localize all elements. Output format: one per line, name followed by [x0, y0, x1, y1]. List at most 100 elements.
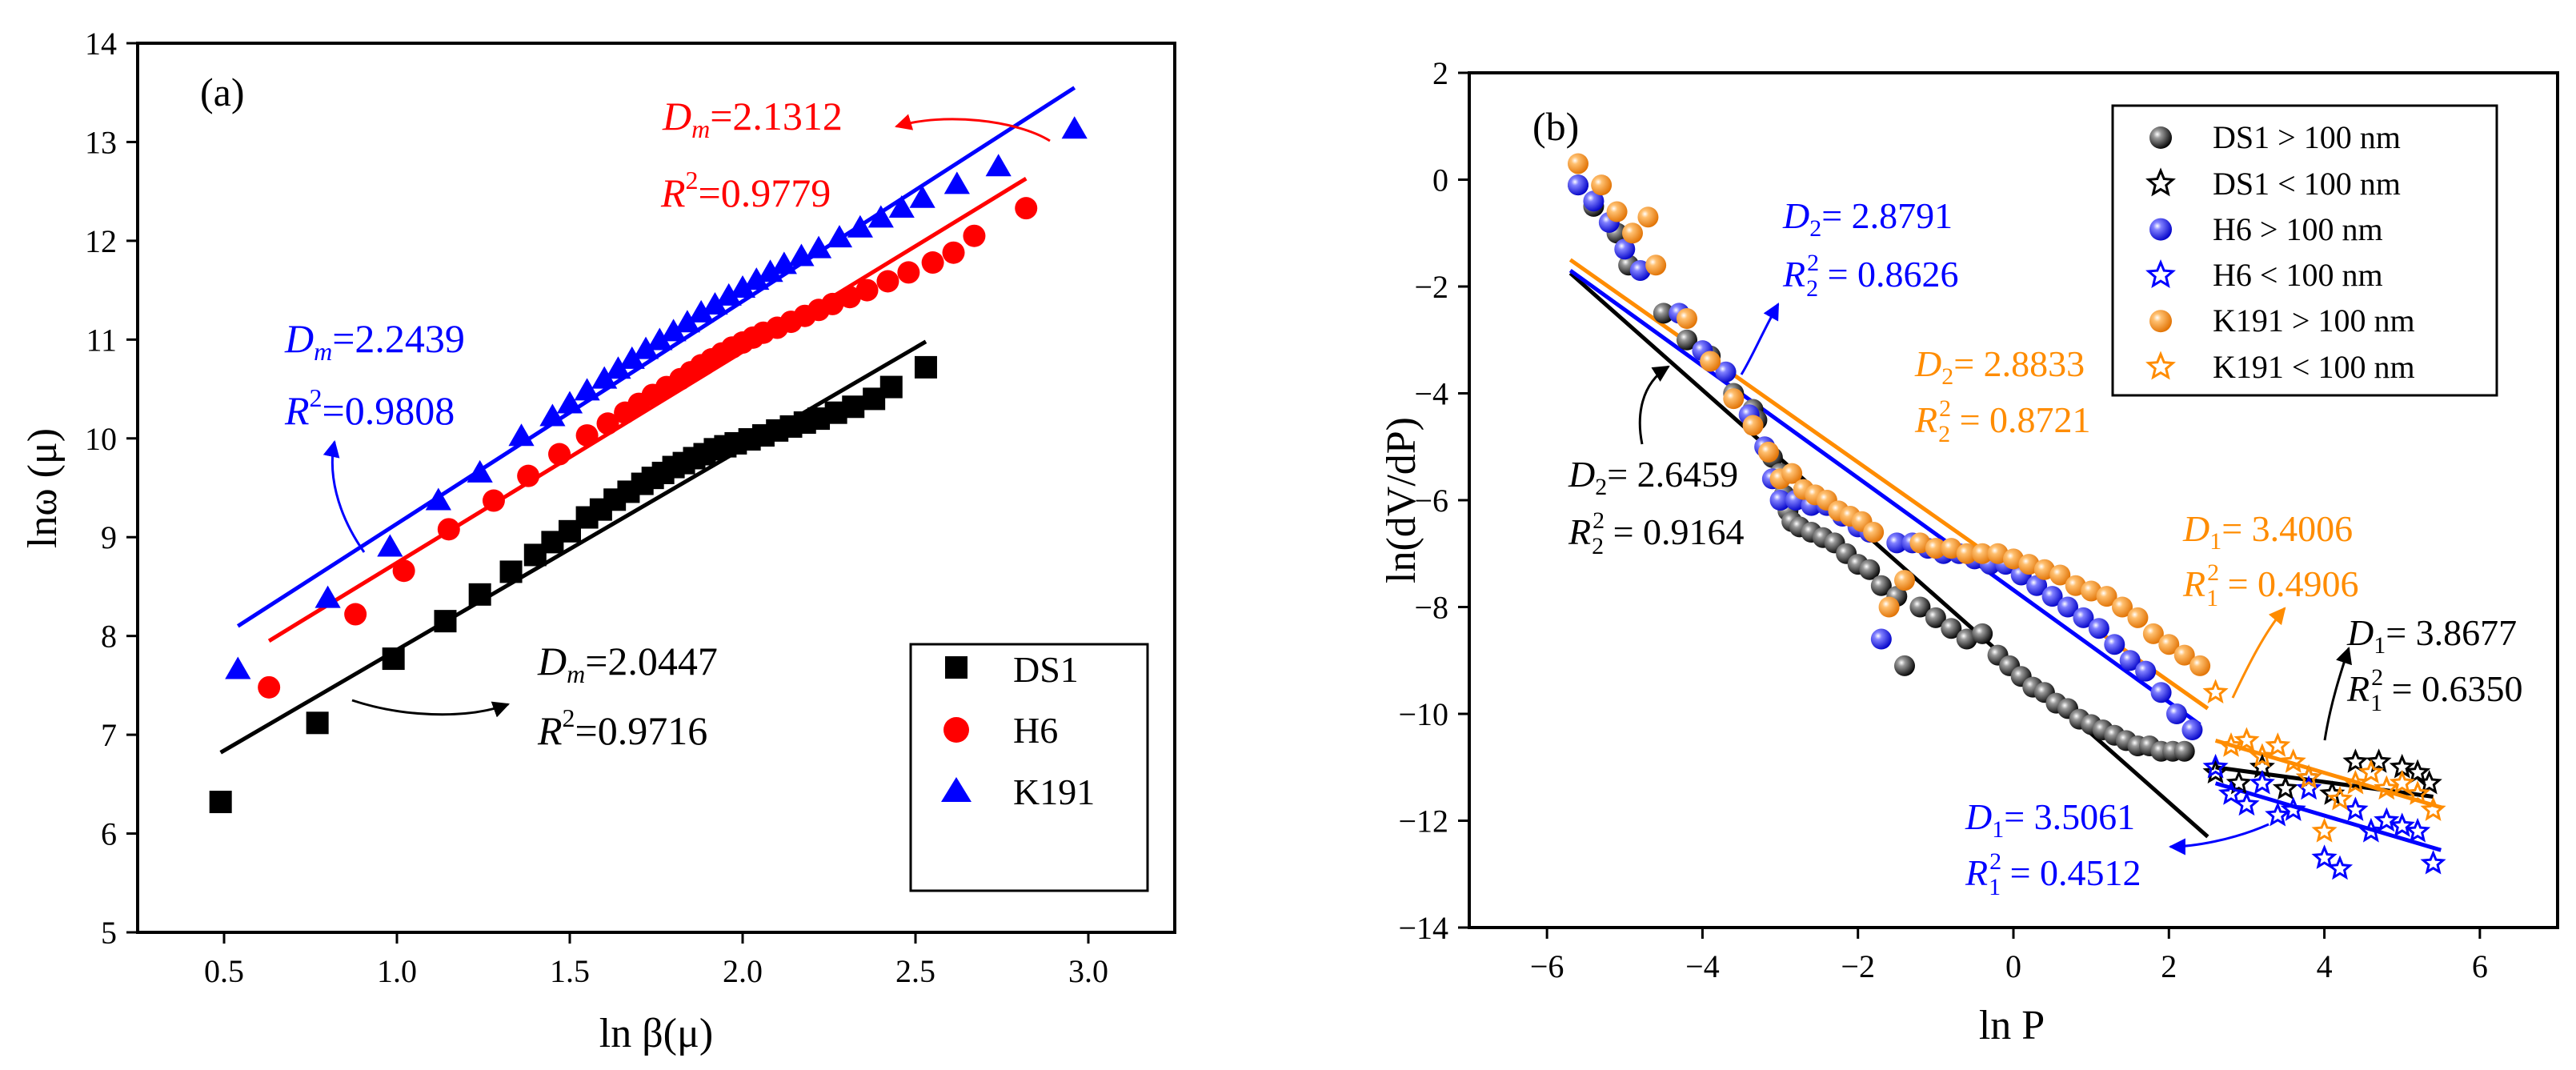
data-point-b-0-26	[1925, 607, 1946, 628]
data-point-b-4-0	[1568, 153, 1588, 174]
legend-ds1-marker	[945, 656, 968, 679]
y-tick-label-b-0: −14	[1398, 910, 1448, 946]
data-point-b-0-4	[1653, 303, 1674, 324]
data-point-b-1-1	[2225, 769, 2252, 795]
data-point-b-4-1	[1591, 174, 1613, 196]
data-point-b-5-7	[2311, 817, 2338, 843]
data-point-a-0-4	[468, 583, 491, 606]
data-point-b-2-34	[2119, 650, 2141, 671]
data-point-a-2-13	[647, 327, 673, 351]
data-point-b-5-9	[2342, 769, 2369, 795]
panel-a-annotation-h6: Dm=2.1312 R2=0.9779	[660, 94, 843, 215]
data-point-b-5-4	[2265, 732, 2291, 757]
data-point-b-5-5	[2280, 748, 2306, 773]
data-point-a-2-15	[674, 310, 700, 333]
x-tick-label-b-3: 0	[2005, 948, 2021, 984]
data-point-a-2-6	[539, 403, 566, 427]
data-point-b-1-6	[2342, 748, 2369, 773]
data-point-a-1-32	[942, 241, 965, 264]
data-point-a-2-1	[314, 585, 341, 608]
legend-b-5-label: K191 < 100 nm	[2213, 349, 2415, 385]
data-point-b-3-7	[2311, 844, 2338, 869]
data-point-b-2-35	[2135, 660, 2157, 682]
annotation-k191-dm: Dm=2.2439	[284, 316, 465, 366]
y-tick-label-b-5: −4	[1414, 376, 1448, 412]
data-point-b-5-6	[2296, 764, 2322, 789]
data-point-a-0-2	[382, 647, 405, 671]
data-point-b-2-28	[2026, 575, 2048, 596]
data-point-a-2-7	[556, 391, 583, 414]
data-point-b-4-39	[2173, 644, 2195, 666]
data-point-b-1-0	[2202, 759, 2229, 784]
data-point-b-3-1	[2217, 780, 2245, 805]
legend-b-4-label: K191 > 100 nm	[2213, 303, 2415, 339]
panel-a-arrow-ds1	[351, 699, 510, 718]
panel-a-x-axis-title: ln β(μ)	[599, 1011, 713, 1056]
data-point-b-5-14	[2420, 796, 2446, 821]
y-tick-label-a-7: 12	[85, 223, 117, 259]
data-point-b-0-25	[1909, 596, 1931, 618]
annotation-b-k191-d1: D1= 3.4006	[2182, 508, 2353, 555]
data-point-a-2-2	[377, 534, 403, 557]
data-point-a-1-33	[963, 224, 986, 247]
legend-b-2-label: H6 > 100 nm	[2213, 211, 2383, 247]
y-tick-label-b-1: −12	[1398, 804, 1448, 840]
panel-b-legend: DS1 > 100 nm DS1 < 100 nm H6 > 100 nm H6…	[2111, 104, 2498, 397]
y-tick-label-b-2: −10	[1398, 696, 1448, 732]
data-point-b-2-31	[2073, 607, 2094, 628]
data-point-b-5-13	[2405, 780, 2431, 805]
data-point-b-5-2	[2233, 727, 2260, 752]
data-point-a-1-2	[392, 559, 415, 583]
panel-b-y-axis-title: ln(dV/dP)	[1379, 417, 1424, 583]
legend-ds1-label: DS1	[1013, 649, 1079, 690]
annotation-b-h6-d1: D1= 3.5061	[1965, 796, 2135, 843]
data-point-b-4-37	[2142, 623, 2164, 644]
data-point-b-0-29	[1972, 623, 1993, 644]
panel-b-annotation-k191-d1: D1= 3.4006 R2 1 = 0.4906	[2182, 508, 2359, 611]
data-point-b-4-2	[1606, 201, 1628, 222]
data-point-a-2-22	[771, 251, 797, 275]
y-tick-label-a-4: 9	[101, 519, 117, 555]
data-point-a-0-30	[842, 395, 865, 419]
panel-b-x-axis-title: ln P	[1979, 1003, 2045, 1048]
annotation-ds1-dm: Dm=2.0447	[537, 639, 718, 688]
panel-b-x-axis-title-text: ln P	[1979, 1003, 2045, 1048]
panel-b-legend-box	[2111, 104, 2498, 397]
legend-k191-marker	[941, 777, 972, 802]
data-point-b-4-40	[2189, 655, 2211, 676]
data-point-b-1-9	[2405, 759, 2431, 784]
data-point-b-2-37	[2166, 703, 2187, 724]
data-point-a-1-8	[596, 412, 619, 435]
data-point-b-1-3	[2272, 775, 2299, 800]
data-point-b-5-3	[2249, 743, 2275, 768]
annotation-b-k191-d1-r2: R2 1 = 0.4906	[2182, 559, 2359, 611]
x-tick-label-b-6: 6	[2472, 948, 2488, 984]
data-point-b-4-8	[1723, 388, 1745, 410]
panel-a-label: (a)	[200, 70, 245, 114]
annotation-h6-r2: R2=0.9779	[660, 166, 831, 215]
data-point-b-2-3	[1614, 238, 1636, 260]
x-tick-label-a-2: 1.5	[550, 953, 590, 989]
panel-a-arrow-k191	[323, 439, 366, 553]
y-tick-label-a-3: 8	[101, 619, 117, 655]
data-point-a-2-14	[660, 319, 687, 342]
data-point-b-0-27	[1941, 618, 1962, 639]
data-point-a-1-29	[876, 270, 899, 293]
data-point-b-2-1	[1583, 190, 1604, 212]
data-point-a-2-8	[574, 378, 600, 401]
panel-a-legend: DS1 H6 K191	[909, 643, 1149, 892]
data-point-a-1-6	[548, 443, 571, 466]
data-point-a-2-21	[757, 259, 783, 283]
panel-a-annotation-ds1: Dm=2.0447 R2=0.9716	[537, 639, 718, 753]
data-point-a-2-10	[605, 356, 631, 379]
panel-a-plot-frame	[136, 42, 1176, 934]
panel-b-annotation-ds1-d1: D1= 3.8677 R2 1 = 0.6350	[2346, 612, 2523, 716]
data-point-a-2-18	[715, 283, 742, 306]
data-point-b-0-22	[1870, 575, 1892, 596]
panel-b-arrow-h6-d1	[2168, 823, 2270, 856]
panel-b-arrow-k191-d1	[2231, 607, 2286, 699]
data-point-b-4-10	[1758, 441, 1779, 463]
data-point-a-2-11	[619, 346, 645, 369]
y-tick-label-a-2: 7	[101, 717, 117, 753]
data-point-b-2-0	[1568, 174, 1588, 196]
